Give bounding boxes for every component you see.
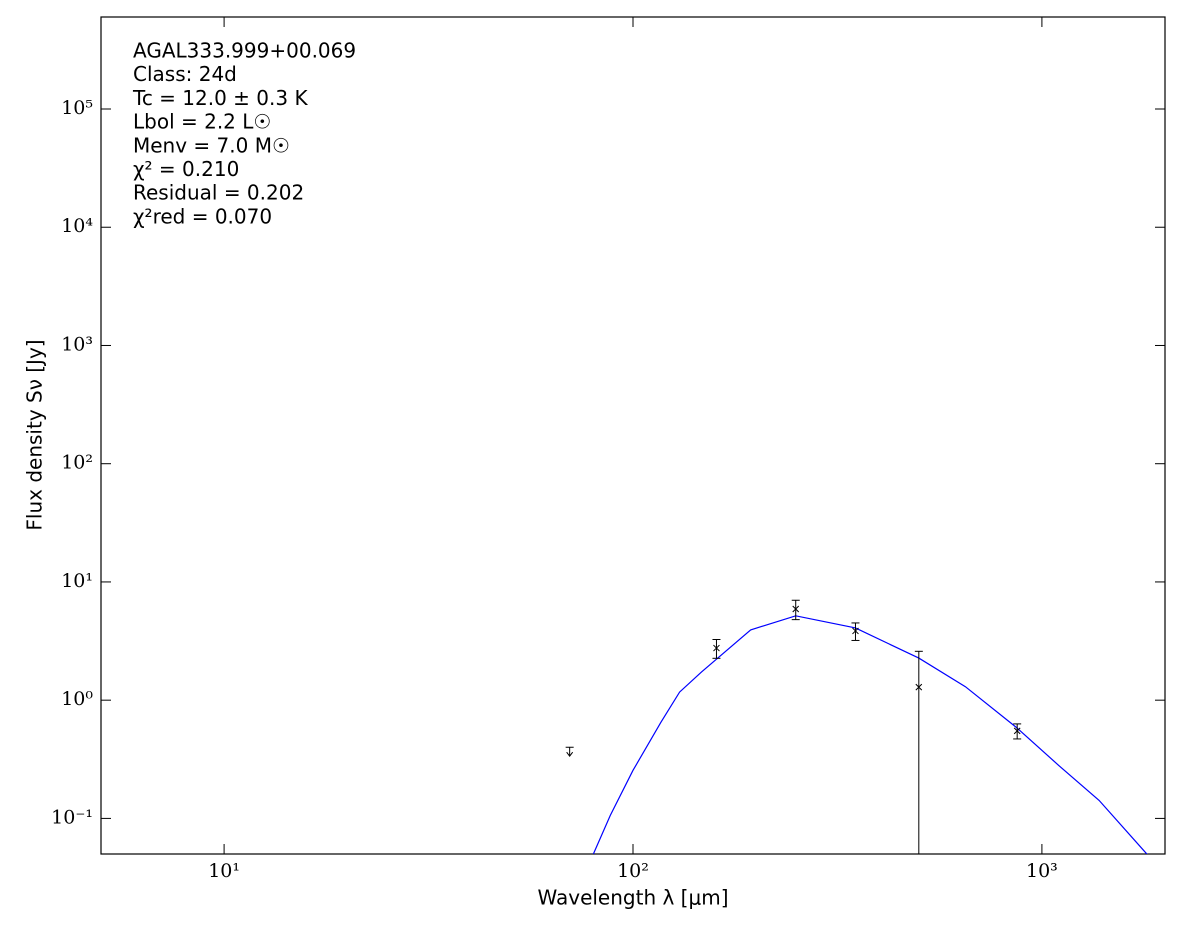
annotation: Class: 24d (133, 62, 237, 86)
annotation: Lbol = 2.2 L☉ (133, 110, 271, 134)
annotation: Menv = 7.0 M☉ (133, 133, 290, 157)
plot-area (565, 599, 1148, 854)
error-bar (914, 650, 923, 854)
x-tick-label: 10³ (1026, 860, 1058, 882)
upper-limit (565, 746, 574, 758)
x-tick-label: 10² (617, 860, 649, 882)
y-tick-label: 10⁴ (61, 215, 93, 237)
x-tick-label: 10¹ (208, 860, 240, 882)
annotation: χ² = 0.210 (133, 157, 239, 181)
data-point (713, 644, 720, 652)
annotation: Tc = 12.0 ± 0.3 K (132, 86, 308, 110)
y-tick-label: 10⁵ (61, 97, 93, 119)
data-point (915, 683, 923, 691)
data-point (852, 627, 859, 635)
y-tick-label: 10⁰ (61, 688, 93, 710)
error-bar (712, 638, 721, 659)
data-point (1013, 727, 1021, 735)
y-tick-label: 10² (61, 452, 93, 474)
error-bar (851, 622, 860, 641)
error-bar (791, 599, 800, 621)
model-curve (592, 615, 1148, 854)
y-tick-label: 10³ (61, 333, 93, 355)
y-tick-label: 10¹ (61, 570, 93, 592)
annotation: χ²red = 0.070 (133, 204, 272, 228)
annotation: Residual = 0.202 (133, 181, 304, 205)
annotation: AGAL333.999+00.069 (133, 39, 356, 63)
y-tick-label: 10⁻¹ (51, 806, 93, 828)
y-axis-label: Flux density Sν [Jy] (23, 339, 47, 530)
x-axis-label: Wavelength λ [μm] (537, 886, 728, 910)
data-point (792, 605, 800, 613)
